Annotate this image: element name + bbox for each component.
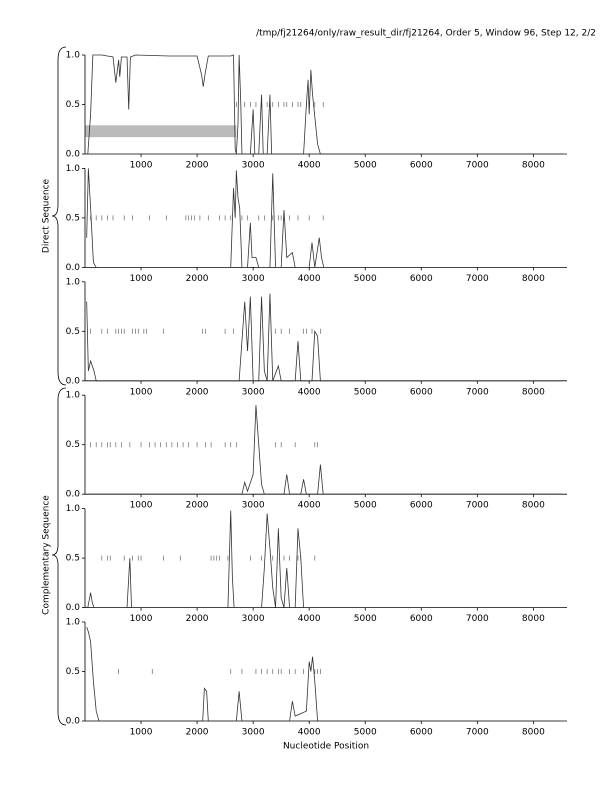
x-tick-label: 1000 [130,387,153,397]
x-tick-label: 4000 [298,614,321,624]
x-tick-label: 5000 [354,614,377,624]
x-tick-label: 8000 [522,501,545,511]
x-tick-label: 5000 [354,161,377,171]
x-tick-label: 4000 [298,274,321,284]
y-tick-label: 0.0 [66,717,81,727]
x-tick-label: 6000 [410,614,433,624]
x-tick-label: 2000 [186,728,209,738]
y-tick-label: 0.5 [66,100,80,110]
x-tick-label: 2000 [186,387,209,397]
y-tick-label: 0.0 [66,603,81,613]
y-tick-label: 1.0 [66,504,81,514]
y-tick-label: 0.0 [66,263,81,273]
x-tick-label: 1000 [130,274,153,284]
x-tick-label: 2000 [186,274,209,284]
y-tick-label: 0.5 [66,440,80,450]
y-tick-label: 0.0 [66,490,81,500]
x-tick-label: 7000 [466,728,489,738]
x-tick-label: 3000 [242,501,265,511]
x-tick-label: 3000 [242,614,265,624]
x-tick-label: 7000 [466,387,489,397]
x-tick-label: 3000 [242,387,265,397]
chart-title: /tmp/fj21264/only/raw_result_dir/fj21264… [256,29,596,39]
x-tick-label: 2000 [186,614,209,624]
data-line [87,510,562,608]
x-tick-label: 6000 [410,501,433,511]
y-tick-label: 0.0 [66,376,81,386]
x-tick-label: 3000 [242,274,265,284]
y-tick-label: 0.5 [66,667,80,677]
brace [51,46,67,386]
data-line [86,168,562,268]
x-tick-label: 5000 [354,274,377,284]
x-tick-label: 6000 [410,387,433,397]
brace [51,387,67,726]
x-tick-label: 8000 [522,161,545,171]
x-tick-label: 5000 [354,728,377,738]
x-axis-label: Nucleotide Position [283,742,369,752]
data-line [86,293,562,382]
x-tick-label: 5000 [354,387,377,397]
x-tick-label: 2000 [186,161,209,171]
y-tick-label: 1.0 [66,391,81,401]
x-tick-label: 3000 [242,161,265,171]
y-tick-label: 1.0 [66,51,81,61]
x-tick-label: 4000 [298,161,321,171]
y-tick-label: 1.0 [66,164,81,174]
y-tick-label: 1.0 [66,277,81,287]
x-tick-label: 2000 [186,501,209,511]
x-tick-label: 8000 [522,387,545,397]
x-tick-label: 3000 [242,728,265,738]
x-tick-label: 4000 [298,728,321,738]
x-tick-label: 7000 [466,274,489,284]
group-label: Direct Sequence [42,178,52,253]
x-tick-label: 6000 [410,728,433,738]
y-tick-label: 0.5 [66,327,80,337]
x-tick-label: 7000 [466,614,489,624]
x-tick-label: 4000 [298,501,321,511]
y-tick-label: 1.0 [66,618,81,628]
y-tick-label: 0.5 [66,213,80,223]
x-tick-label: 8000 [522,728,545,738]
x-tick-label: 8000 [522,274,545,284]
shaded-band [85,125,237,138]
x-tick-label: 1000 [130,161,153,171]
group-label: Complementary Sequence [42,495,52,615]
x-tick-label: 6000 [410,161,433,171]
x-tick-label: 1000 [130,501,153,511]
data-line [87,405,562,495]
x-tick-label: 1000 [130,614,153,624]
y-tick-label: 0.5 [66,554,80,564]
y-tick-label: 0.0 [66,150,81,160]
x-tick-label: 7000 [466,161,489,171]
x-tick-label: 1000 [130,728,153,738]
x-tick-label: 7000 [466,501,489,511]
x-tick-label: 4000 [298,387,321,397]
data-line [86,626,562,722]
data-line [87,54,562,155]
x-tick-label: 8000 [522,614,545,624]
x-tick-label: 6000 [410,274,433,284]
x-tick-label: 5000 [354,501,377,511]
